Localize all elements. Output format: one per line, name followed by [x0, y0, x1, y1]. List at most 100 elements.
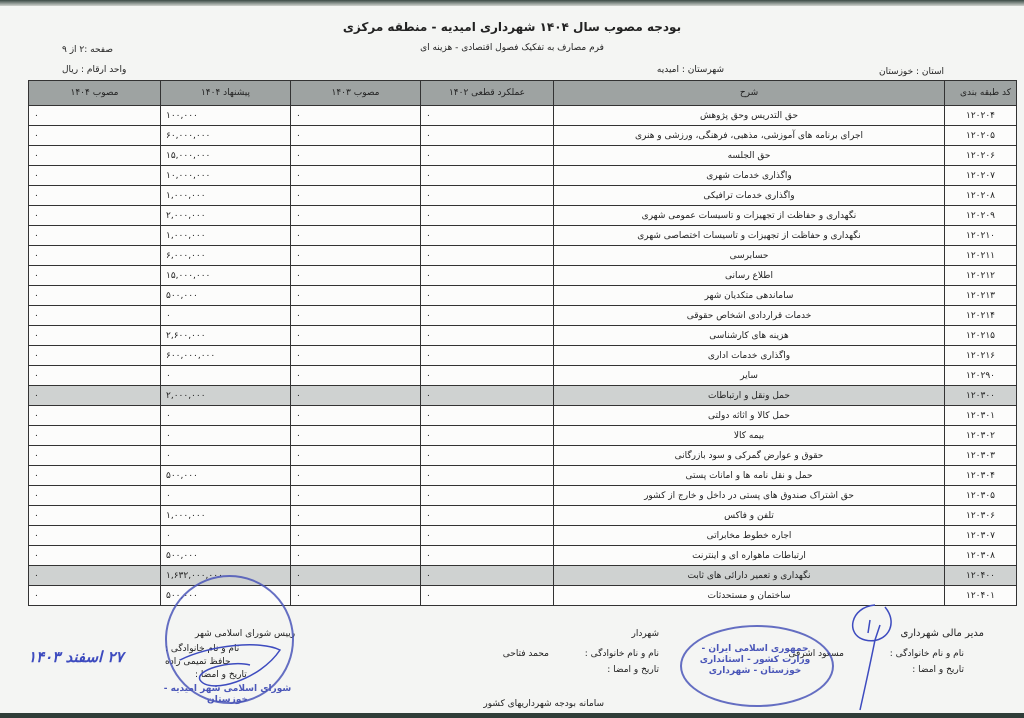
table-group-row: ۱۲۰۳۰۰ حمل ونقل و ارتباطات ۰ ۰ ۲,۰۰۰,۰۰۰ ۰	[28, 385, 1017, 406]
table-row: ۱۲۰۳۰۱ حمل کالا و اثاثه دولتی ۰ ۰ ۰ ۰	[28, 405, 1017, 426]
row-approved-1404: ۰	[28, 405, 161, 426]
row-actual-1402: ۰	[420, 125, 554, 146]
mayor-stamp	[680, 625, 834, 707]
row-approved-1403: ۰	[290, 545, 421, 566]
row-description: نگهداری و تعمیر دارائی های ثابت	[553, 565, 945, 586]
row-approved-1403: ۰	[290, 165, 421, 186]
row-approved-1404: ۰	[28, 285, 161, 306]
row-approved-1404: ۰	[28, 225, 161, 246]
city-label: شهرستان : امیدیه	[656, 65, 724, 75]
row-approved-1403: ۰	[290, 345, 421, 366]
row-approved-1404: ۰	[28, 205, 161, 226]
row-code: ۱۲۰۲۰۵	[944, 125, 1017, 146]
row-proposed-1404: ۲,۰۰۰,۰۰۰	[160, 205, 291, 226]
budget-table: کد طبقه بندی شرح عملکرد قطعی ۱۴۰۲ مصوب ۱…	[28, 80, 1017, 606]
row-approved-1404: ۰	[28, 445, 161, 466]
row-actual-1402: ۰	[420, 585, 554, 606]
row-code: ۱۲۰۳۰۶	[944, 505, 1017, 526]
row-code: ۱۲۰۳۰۱	[944, 405, 1017, 426]
table-row: ۱۲۰۳۰۴ حمل و نقل نامه ها و امانات پستی ۰ ۰ ۵…	[28, 465, 1017, 486]
row-approved-1404: ۰	[28, 305, 161, 326]
row-code: ۱۲۰۴۰۰	[944, 565, 1017, 586]
row-approved-1403: ۰	[290, 265, 421, 286]
row-approved-1404: ۰	[28, 585, 161, 606]
table-row: ۱۲۰۲۹۰ سایر ۰ ۰ ۰ ۰	[28, 365, 1017, 386]
table-row: ۱۲۰۳۰۶ تلفن و فاکس ۰ ۰ ۱,۰۰۰,۰۰۰ ۰	[28, 505, 1017, 526]
row-description: نگهداری و حفاظت از تجهیزات و تاسیسات عمو…	[553, 205, 945, 226]
row-proposed-1404: ۰	[160, 445, 291, 466]
row-description: اجرای برنامه های آموزشی، مذهبی، فرهنگی، …	[553, 125, 945, 146]
row-approved-1404: ۰	[28, 485, 161, 506]
row-actual-1402: ۰	[420, 105, 554, 126]
row-description: تلفن و فاکس	[553, 505, 945, 526]
row-actual-1402: ۰	[420, 505, 554, 526]
row-proposed-1404: ۶۰,۰۰۰,۰۰۰	[160, 125, 291, 146]
row-code: ۱۲۰۳۰۴	[944, 465, 1017, 486]
col-header-proposed-1404: پیشنهاد ۱۴۰۴	[160, 80, 291, 106]
row-code: ۱۲۰۲۱۴	[944, 305, 1017, 326]
row-description: حقوق و عوارض گمرکی و سود بازرگانی	[553, 445, 945, 466]
row-proposed-1404: ۰	[160, 365, 291, 386]
row-approved-1403: ۰	[290, 125, 421, 146]
row-approved-1404: ۰	[28, 385, 161, 406]
row-approved-1404: ۰	[28, 465, 161, 486]
table-row: ۱۲۰۳۰۸ ارتباطات ماهواره ای و اینترنت ۰ ۰ ۵۰۰…	[28, 545, 1017, 566]
row-proposed-1404: ۰	[160, 425, 291, 446]
row-proposed-1404: ۲,۰۰۰,۰۰۰	[160, 385, 291, 406]
page-title: بودجه مصوب سال ۱۴۰۴ شهرداری امیدیه - منط…	[342, 20, 682, 34]
row-actual-1402: ۰	[420, 565, 554, 586]
row-proposed-1404: ۲,۶۰۰,۰۰۰	[160, 325, 291, 346]
row-proposed-1404: ۵۰۰,۰۰۰	[160, 545, 291, 566]
row-description: حق التدریس وحق پژوهش	[553, 105, 945, 126]
row-approved-1404: ۰	[28, 425, 161, 446]
row-proposed-1404: ۶۰۰,۰۰۰,۰۰۰	[160, 345, 291, 366]
row-description: سایر	[553, 365, 945, 386]
row-proposed-1404: ۱,۰۰۰,۰۰۰	[160, 185, 291, 206]
row-description: ساماندهی متکدیان شهر	[553, 285, 945, 306]
row-approved-1403: ۰	[290, 365, 421, 386]
table-row: ۱۲۰۲۱۲ اطلاع رسانی ۰ ۰ ۱۵,۰۰۰,۰۰۰ ۰	[28, 265, 1017, 286]
row-description: حق الجلسه	[553, 145, 945, 166]
row-actual-1402: ۰	[420, 485, 554, 506]
row-proposed-1404: ۵۰۰,۰۰۰	[160, 465, 291, 486]
row-code: ۱۲۰۲۰۶	[944, 145, 1017, 166]
mayor-name: محمد فتاحی	[502, 649, 549, 659]
row-code: ۱۲۰۲۱۶	[944, 345, 1017, 366]
scan-edge-top	[0, 0, 1024, 6]
row-proposed-1404: ۱۰۰,۰۰۰	[160, 105, 291, 126]
finance-manager-role: مدیر مالی شهرداری	[900, 628, 984, 639]
row-description: ساختمان و مستحدثات	[553, 585, 945, 606]
row-actual-1402: ۰	[420, 305, 554, 326]
row-actual-1402: ۰	[420, 385, 554, 406]
row-approved-1403: ۰	[290, 285, 421, 306]
row-description: حمل ونقل و ارتباطات	[553, 385, 945, 406]
row-actual-1402: ۰	[420, 345, 554, 366]
council-stamp	[165, 575, 294, 704]
row-proposed-1404: ۱,۰۰۰,۰۰۰	[160, 225, 291, 246]
finance-manager-signature	[851, 604, 892, 711]
row-actual-1402: ۰	[420, 325, 554, 346]
row-approved-1404: ۰	[28, 325, 161, 346]
row-approved-1404: ۰	[28, 265, 161, 286]
row-proposed-1404: ۰	[160, 525, 291, 546]
table-row: ۱۲۰۳۰۳ حقوق و عوارض گمرکی و سود بازرگانی ۰…	[28, 445, 1017, 466]
table-row: ۱۲۰۲۱۶ واگذاری خدمات اداری ۰ ۰ ۶۰۰,۰۰۰,۰۰۰ ۰	[28, 345, 1017, 366]
row-description: حمل کالا و اثاثه دولتی	[553, 405, 945, 426]
page-subtitle: فرم مصارف به تفکیک فصول اقتصادی - هزینه …	[420, 43, 604, 53]
row-code: ۱۲۰۲۱۱	[944, 245, 1017, 266]
finance-manager-sign-label: تاریخ و امضا :	[912, 665, 964, 675]
table-header-row: کد طبقه بندی شرح عملکرد قطعی ۱۴۰۲ مصوب ۱…	[28, 80, 1017, 106]
row-actual-1402: ۰	[420, 145, 554, 166]
page-number: صفحه :۲ از ۹	[62, 45, 113, 55]
row-approved-1404: ۰	[28, 185, 161, 206]
row-description: واگذاری خدمات ترافیکی	[553, 185, 945, 206]
row-actual-1402: ۰	[420, 425, 554, 446]
row-code: ۱۲۰۳۰۳	[944, 445, 1017, 466]
row-approved-1404: ۰	[28, 105, 161, 126]
row-approved-1404: ۰	[28, 365, 161, 386]
council-signature	[179, 644, 282, 687]
table-row: ۱۲۰۲۱۴ خدمات قراردادی اشخاص حقوقی ۰ ۰ ۰ ۰	[28, 305, 1017, 326]
row-proposed-1404: ۱,۰۰۰,۰۰۰	[160, 505, 291, 526]
row-description: خدمات قراردادی اشخاص حقوقی	[553, 305, 945, 326]
row-actual-1402: ۰	[420, 545, 554, 566]
